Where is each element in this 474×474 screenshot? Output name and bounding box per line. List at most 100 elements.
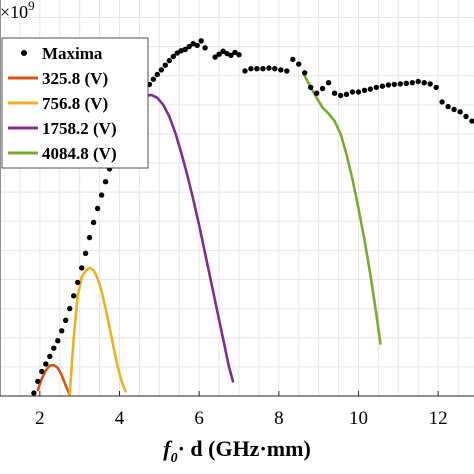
maxima-point (278, 67, 284, 73)
maxima-point (308, 84, 314, 91)
maxima-point (166, 57, 172, 64)
maxima-point (162, 62, 168, 68)
x-axis-label: f0· d (GHz·mm) (163, 436, 311, 466)
maxima-point (427, 81, 433, 87)
legend-label-325: 325.8 (V) (42, 69, 108, 88)
maxima-point (415, 78, 421, 85)
maxima-point (71, 293, 77, 299)
maxima-point (451, 106, 457, 113)
maxima-point (319, 85, 326, 92)
maxima-point (174, 50, 180, 56)
maxima-point (433, 84, 439, 91)
legend-item-4084: 4084.8 (V) (8, 144, 117, 163)
maxima-point (102, 179, 109, 185)
maxima-point (212, 54, 218, 60)
x-tick-label: 2 (35, 408, 45, 429)
legend: Maxima 325.8 (V) 756.8 (V) 1758.2 (V) 40… (1, 37, 149, 169)
maxima-point (367, 86, 374, 92)
maxima-point (337, 92, 344, 99)
maxima-point (94, 205, 101, 212)
maxima-point (284, 68, 290, 74)
x-axis-label-italic: f (163, 436, 173, 461)
maxima-point (343, 91, 350, 98)
legend-label-756: 756.8 (V) (42, 94, 108, 113)
maxima-point (182, 46, 188, 53)
maxima-point (51, 345, 57, 351)
maxima-point (314, 90, 320, 96)
axes (0, 0, 474, 397)
maxima-point (457, 109, 463, 115)
x-tick-label: 10 (349, 408, 368, 429)
x-tick-label: 6 (194, 408, 204, 429)
maxima-point (409, 80, 415, 86)
y-exponent-power: 9 (28, 0, 35, 13)
maxima-point (55, 338, 61, 344)
maxima-point (236, 52, 242, 58)
x-axis-label-rest: · d (GHz·mm) (178, 436, 311, 461)
maxima-point (248, 66, 254, 72)
maxima-point (379, 83, 386, 89)
maxima-point (242, 68, 248, 74)
legend-item-325: 325.8 (V) (8, 69, 108, 88)
maxima-point (228, 52, 234, 58)
maxima-point (355, 89, 362, 95)
maxima-point (43, 361, 49, 367)
legend-item-maxima: Maxima (21, 44, 103, 63)
maxima-point (198, 38, 204, 44)
maxima-point (98, 192, 105, 198)
series-line-4 (303, 74, 382, 345)
maxima-point (349, 89, 356, 95)
legend-label-4084: 4084.8 (V) (42, 144, 117, 163)
maxima-point (216, 51, 222, 57)
x-tick-label: 12 (429, 408, 448, 429)
maxima-point (154, 71, 160, 78)
x-ticks: 2 4 6 8 10 12 (35, 391, 448, 429)
maxima-point (158, 67, 164, 73)
legend-label-maxima: Maxima (42, 44, 103, 63)
x-tick-label: 8 (274, 408, 284, 429)
maxima-point (421, 80, 427, 86)
maxima-point (403, 80, 409, 87)
x-axis-label-subscript: 0 (171, 451, 178, 466)
maxima-point (75, 279, 81, 286)
maxima-point (290, 56, 296, 63)
maxima-point (391, 81, 397, 88)
legend-item-756: 756.8 (V) (8, 94, 108, 113)
maxima-point (39, 368, 45, 375)
maxima-point (59, 328, 65, 334)
maxima-point (296, 61, 302, 67)
maxima-point (325, 80, 332, 86)
maxima-point (150, 76, 157, 82)
x-tick-label: 4 (115, 408, 125, 429)
maxima-point (397, 81, 403, 87)
y-exponent-base: ×10 (0, 2, 28, 22)
maxima-point (331, 90, 338, 96)
series-line-2 (68, 266, 127, 396)
maxima-point (260, 66, 266, 72)
maxima-point (385, 82, 392, 88)
maxima-point (31, 390, 37, 396)
legend-marker-maxima (21, 50, 27, 56)
maxima-point (272, 66, 278, 72)
maxima-point (463, 113, 469, 120)
maxima-point (62, 317, 69, 323)
maxima-point (194, 42, 200, 49)
y-exponent-label: ×109 (0, 0, 35, 22)
series-line-1 (36, 363, 71, 397)
maxima-point (439, 99, 445, 105)
maxima-point (67, 305, 73, 312)
maxima-point (35, 378, 41, 385)
maxima-point (361, 87, 368, 94)
maxima-point (186, 43, 192, 50)
maxima-point (266, 65, 272, 71)
maxima-point (170, 53, 176, 60)
maxima-point (47, 353, 53, 360)
maxima-point (302, 70, 308, 76)
maxima-point (254, 66, 260, 72)
legend-label-1758: 1758.2 (V) (42, 119, 117, 138)
maxima-point (82, 250, 89, 256)
maxima-point (79, 265, 85, 271)
maxima-point (86, 234, 93, 241)
maxima-point (469, 118, 474, 124)
